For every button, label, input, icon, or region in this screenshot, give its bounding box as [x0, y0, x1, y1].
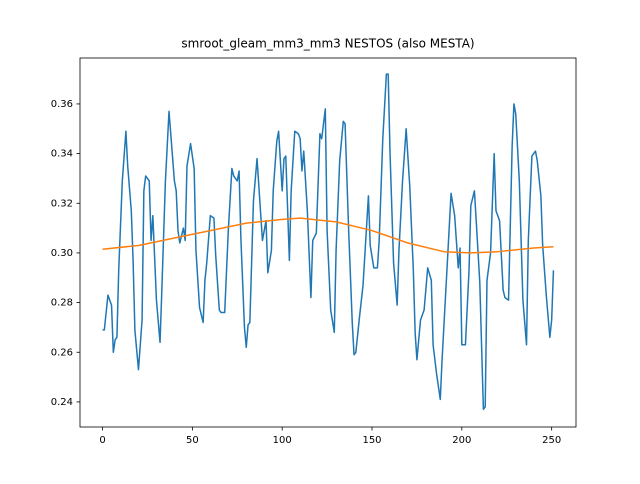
y-tick-label: 0.34	[51, 149, 73, 160]
y-tick-label: 0.30	[51, 248, 73, 259]
x-tick-label: 100	[273, 435, 292, 446]
x-tick-label: 50	[186, 435, 199, 446]
y-tick-label: 0.36	[51, 99, 73, 110]
chart-title: smroot_gleam_mm3_mm3 NESTOS (also MESTA)	[181, 37, 474, 51]
data-line	[102, 217, 554, 254]
data-line	[102, 73, 555, 411]
plot-frame	[79, 57, 577, 428]
x-tick-label: 200	[452, 435, 471, 446]
y-tick-label: 0.32	[51, 198, 73, 209]
x-tick-label: 250	[542, 435, 561, 446]
x-tick-label: 150	[362, 435, 381, 446]
y-tick-label: 0.26	[51, 347, 73, 358]
y-tick-label: 0.28	[51, 298, 73, 309]
x-tick-label: 0	[99, 435, 105, 446]
y-tick-label: 0.24	[51, 397, 73, 408]
